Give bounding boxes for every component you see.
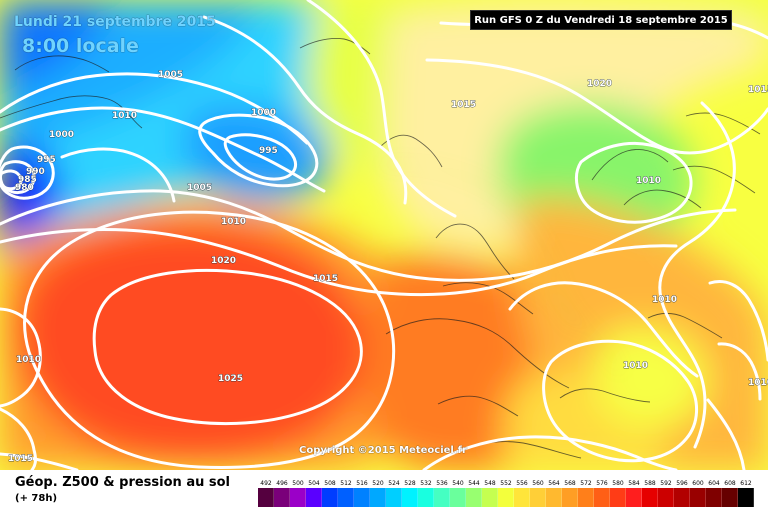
isobar-label: 1010	[16, 355, 41, 365]
scale-label: 564	[548, 480, 560, 487]
scale-swatch	[738, 488, 754, 507]
scale-label: 532	[420, 480, 432, 487]
scale-label: 504	[308, 480, 320, 487]
scale-labels: 492 496 500 504 508 512 516 520 524 528 532 536 540 5…	[258, 480, 754, 488]
scale-swatch	[434, 488, 450, 507]
scale-swatch	[626, 488, 642, 507]
scale-swatch	[562, 488, 578, 507]
scale-swatch	[306, 488, 322, 507]
scale-swatch	[706, 488, 722, 507]
scale-swatch	[722, 488, 738, 507]
scale-swatch	[594, 488, 610, 507]
isobar-label: 1000	[49, 130, 74, 140]
scale-swatch	[546, 488, 562, 507]
scale-swatch	[658, 488, 674, 507]
scale-label: 524	[388, 480, 400, 487]
scale-swatch	[466, 488, 482, 507]
run-banner: Run GFS 0 Z du Vendredi 18 septembre 201…	[470, 10, 732, 30]
scale-label: 496	[276, 480, 288, 487]
isobar-label: 995	[37, 155, 56, 165]
scale-label: 556	[516, 480, 528, 487]
isobar-label: 985	[18, 175, 37, 185]
scale-swatch	[370, 488, 386, 507]
scale-label: 604	[708, 480, 720, 487]
scale-swatch	[514, 488, 530, 507]
isobar-label: 1010	[623, 361, 648, 371]
scale-label: 508	[324, 480, 336, 487]
scale-swatch	[258, 488, 274, 507]
forecast-date: Lundi 21 septembre 2015	[14, 14, 216, 30]
isobar-label: 1015	[748, 85, 768, 95]
isobar-label: 1000	[251, 108, 276, 118]
scale-swatch	[274, 488, 290, 507]
scale-label: 612	[740, 480, 752, 487]
scale-label: 592	[660, 480, 672, 487]
isobar-label: 1010	[636, 176, 661, 186]
scale-label: 544	[468, 480, 480, 487]
isobar-label: 1010	[112, 111, 137, 121]
isobar-label: 1025	[218, 374, 243, 384]
scale-swatch	[690, 488, 706, 507]
scale-swatch	[610, 488, 626, 507]
isobar-label: 1015	[451, 100, 476, 110]
scale-swatch	[530, 488, 546, 507]
scale-swatch	[482, 488, 498, 507]
isobar-label: 1020	[587, 79, 612, 89]
legend-title: Géop. Z500 & pression au sol	[15, 475, 230, 490]
scale-label: 512	[340, 480, 352, 487]
scale-label: 540	[452, 480, 464, 487]
legend-panel: Géop. Z500 & pression au sol (+ 78h) 492…	[0, 470, 768, 512]
scale-swatch	[322, 488, 338, 507]
copyright-text: Copyright ©2015 Meteociel.fr	[299, 445, 467, 456]
scale-label: 588	[644, 480, 656, 487]
scale-label: 584	[628, 480, 640, 487]
isobar-label: 990	[26, 167, 45, 177]
isobar-label: 1005	[187, 183, 212, 193]
scale-label: 560	[532, 480, 544, 487]
forecast-time: 8:00 locale	[22, 35, 139, 57]
scale-label: 596	[676, 480, 688, 487]
scale-label: 580	[612, 480, 624, 487]
scale-swatch	[674, 488, 690, 507]
isobar-label: 1015	[8, 454, 33, 464]
isobar-label: 1005	[158, 70, 183, 80]
scale-label: 516	[356, 480, 368, 487]
scale-label: 528	[404, 480, 416, 487]
scale-label: 600	[692, 480, 704, 487]
scale-swatch	[578, 488, 594, 507]
legend-subtitle: (+ 78h)	[15, 493, 58, 504]
scale-swatch	[450, 488, 466, 507]
isobar-label: 995	[259, 146, 278, 156]
scale-swatch	[642, 488, 658, 507]
isobar-label: 1010	[652, 295, 677, 305]
scale-label: 576	[596, 480, 608, 487]
scale-swatch	[386, 488, 402, 507]
scale-label: 568	[564, 480, 576, 487]
scale-label: 492	[260, 480, 272, 487]
scale-label: 608	[724, 480, 736, 487]
map-canvas: 1005 1010 1000 995 990 985 980 1000 995 …	[0, 0, 768, 470]
scale-swatch	[290, 488, 306, 507]
scale-label: 500	[292, 480, 304, 487]
scale-label: 536	[436, 480, 448, 487]
scale-label: 548	[484, 480, 496, 487]
color-scale	[258, 488, 754, 507]
scale-label: 572	[580, 480, 592, 487]
isobar-label: 1015	[313, 274, 338, 284]
scale-swatch	[402, 488, 418, 507]
scale-swatch	[354, 488, 370, 507]
scale-label: 520	[372, 480, 384, 487]
scale-swatch	[418, 488, 434, 507]
isobar-label: 1010	[748, 378, 768, 388]
isobar-label: 980	[15, 183, 34, 193]
isobar-label: 1010	[221, 217, 246, 227]
isobar-label: 1020	[211, 256, 236, 266]
scale-swatch	[338, 488, 354, 507]
scale-label: 552	[500, 480, 512, 487]
scale-swatch	[498, 488, 514, 507]
